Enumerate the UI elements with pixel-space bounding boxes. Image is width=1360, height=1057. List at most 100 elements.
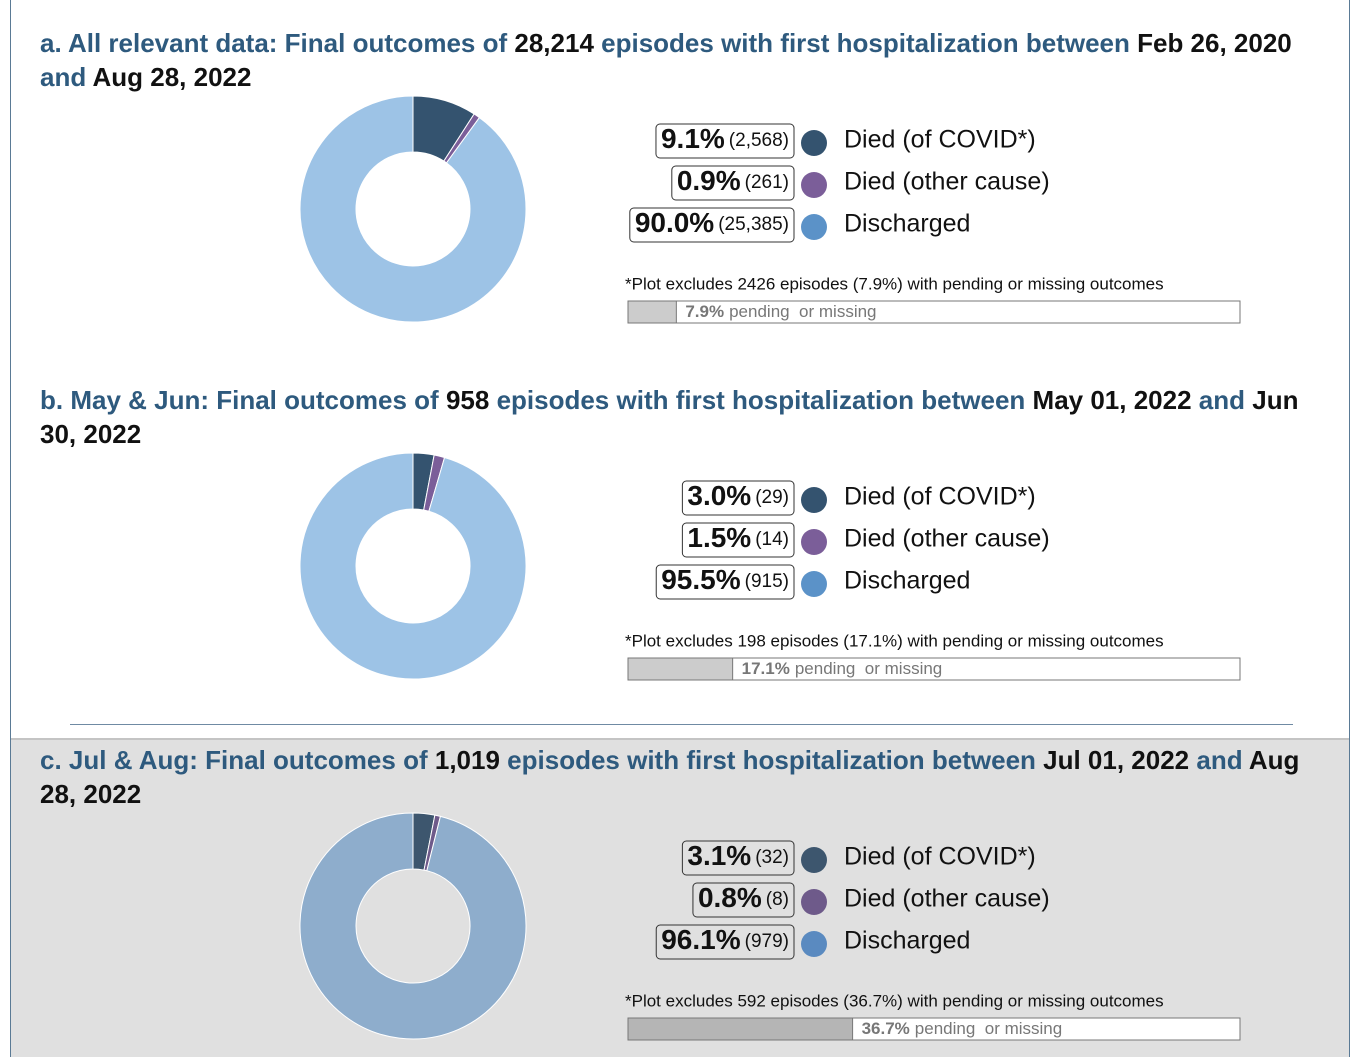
legend-label: Died (of COVID*) xyxy=(844,126,1036,154)
title-part: b. May & Jun: Final outcomes of xyxy=(40,385,439,415)
legend-dot xyxy=(801,529,827,555)
title-part: and xyxy=(1196,745,1243,775)
chart: 3.0% (29) Died (of COVID*) 1.5% (14) Died (ot… xyxy=(299,452,1241,681)
count-label: (915) xyxy=(745,571,789,592)
title-part: and xyxy=(1198,385,1246,415)
legend-value: 0.8% (8) xyxy=(698,882,789,913)
count-label: (2,568) xyxy=(729,130,789,151)
count-label: (32) xyxy=(755,847,789,868)
count-label: (979) xyxy=(745,931,789,952)
value-box xyxy=(681,522,795,558)
value-box xyxy=(655,123,795,159)
legend-item: 0.8% (8) Died (other cause) xyxy=(692,882,1050,918)
legend-item: 1.5% (14) Died (other cause) xyxy=(681,522,1050,558)
chart: 9.1% (2,568) Died (of COVID*) 0.9% (261) Died… xyxy=(299,95,1241,324)
percent-label: 96.1% xyxy=(661,924,740,955)
title-part: 958 xyxy=(445,385,490,415)
title-part: May 01, 2022 xyxy=(1032,385,1192,415)
pending-bar xyxy=(627,657,734,681)
pending-bar xyxy=(627,1017,854,1041)
title-part: c. Jul & Aug: Final outcomes of xyxy=(40,745,428,775)
legend-label: Died (other cause) xyxy=(844,885,1050,913)
value-box xyxy=(671,165,795,201)
legend-item: 96.1% (979) Discharged xyxy=(655,924,970,960)
title-part: a. All relevant data: Final outcomes of xyxy=(40,28,508,58)
legend-label: Died (other cause) xyxy=(844,525,1050,553)
legend-item: 95.5% (915) Discharged xyxy=(655,564,970,600)
legend-dot xyxy=(801,571,827,597)
title-part: Aug 28, 2022 xyxy=(92,62,252,92)
count-label: (25,385) xyxy=(718,214,789,235)
percent-label: 90.0% xyxy=(635,207,714,238)
value-box xyxy=(681,480,795,516)
legend-item: 3.0% (29) Died (of COVID*) xyxy=(681,480,1036,516)
pending-desc: pending or missing xyxy=(795,659,942,678)
legend-value: 90.0% (25,385) xyxy=(635,207,789,238)
pending-label: 36.7% xyxy=(862,1019,910,1038)
legend-value: 3.0% (29) xyxy=(687,480,789,511)
title-part: Jun 30, 2022 xyxy=(40,385,1299,449)
legend-label: Died (of COVID*) xyxy=(844,483,1036,511)
value-box xyxy=(692,882,795,918)
legend-item: 0.9% (261) Died (other cause) xyxy=(671,165,1050,201)
divider xyxy=(70,724,1293,725)
donut-segment xyxy=(299,95,527,323)
legend-value: 95.5% (915) xyxy=(661,564,789,595)
percent-label: 9.1% xyxy=(661,123,725,154)
legend-dot xyxy=(801,931,827,957)
title-part: episodes with first hospitalization betw… xyxy=(507,745,1036,775)
legend-dot xyxy=(801,889,827,915)
legend-item: 90.0% (25,385) Discharged xyxy=(629,207,970,243)
pending-bar xyxy=(627,300,677,324)
legend-dot xyxy=(801,487,827,513)
legend-label: Died (other cause) xyxy=(844,168,1050,196)
value-box xyxy=(681,840,795,876)
legend-item: 9.1% (2,568) Died (of COVID*) xyxy=(655,123,1036,159)
donut-segment xyxy=(299,452,527,680)
section: a. All relevant data: Final outcomes of … xyxy=(11,0,1349,366)
title-part: and xyxy=(40,62,87,92)
section: c. Jul & Aug: Final outcomes of 1,019 ep… xyxy=(11,738,1349,1057)
legend-label: Discharged xyxy=(844,927,970,955)
value-box xyxy=(655,924,795,960)
donut-segment xyxy=(299,812,527,1040)
percent-label: 0.9% xyxy=(677,165,741,196)
section: b. May & Jun: Final outcomes of 958 epis… xyxy=(11,366,1349,724)
count-label: (29) xyxy=(755,487,789,508)
footnote: *Plot excludes 592 episodes (36.7%) with… xyxy=(625,991,1164,1010)
legend-dot xyxy=(801,847,827,873)
legend-label: Discharged xyxy=(844,210,970,238)
legend-label: Discharged xyxy=(844,567,970,595)
title-part: episodes with first hospitalization betw… xyxy=(496,385,1026,415)
pending-desc: pending or missing xyxy=(729,302,876,321)
count-label: (8) xyxy=(766,889,789,910)
footnote: *Plot excludes 198 episodes (17.1%) with… xyxy=(625,631,1164,650)
section-title: a. All relevant data: Final outcomes of … xyxy=(40,26,1330,94)
chart: 3.1% (32) Died (of COVID*) 0.8% (8) Died (oth… xyxy=(299,812,1241,1041)
pending-text: 36.7% pending or missing xyxy=(862,1019,1063,1038)
legend-dot xyxy=(801,130,827,156)
legend-value: 0.9% (261) xyxy=(677,165,789,196)
legend-dot xyxy=(801,214,827,240)
pending-text: 7.9% pending or missing xyxy=(685,302,876,321)
legend-dot xyxy=(801,172,827,198)
dashboard: a. All relevant data: Final outcomes of … xyxy=(10,0,1350,1057)
legend-value: 96.1% (979) xyxy=(661,924,789,955)
value-box xyxy=(629,207,795,243)
percent-label: 3.1% xyxy=(687,840,751,871)
section-title: b. May & Jun: Final outcomes of 958 epis… xyxy=(40,383,1330,451)
title-part: Jul 01, 2022 xyxy=(1043,745,1190,775)
percent-label: 95.5% xyxy=(661,564,740,595)
count-label: (261) xyxy=(745,172,789,193)
value-box xyxy=(655,564,795,600)
legend-value: 3.1% (32) xyxy=(687,840,789,871)
pending-text: 17.1% pending or missing xyxy=(742,659,943,678)
pending-label: 7.9% xyxy=(685,302,724,321)
legend-value: 1.5% (14) xyxy=(687,522,789,553)
pending-desc: pending or missing xyxy=(915,1019,1062,1038)
legend-label: Died (of COVID*) xyxy=(844,843,1036,871)
percent-label: 0.8% xyxy=(698,882,762,913)
title-part: episodes with first hospitalization betw… xyxy=(601,28,1130,58)
section-title: c. Jul & Aug: Final outcomes of 1,019 ep… xyxy=(40,743,1330,811)
pending-label: 17.1% xyxy=(742,659,790,678)
